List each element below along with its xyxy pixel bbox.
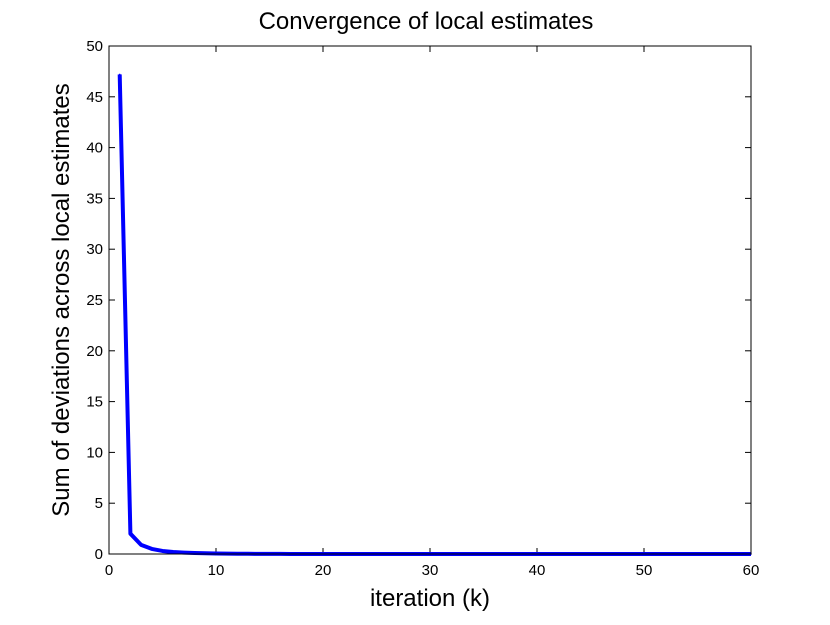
y-tick-label: 5 xyxy=(95,495,103,512)
y-tick-label: 35 xyxy=(86,190,103,207)
y-tick-label: 30 xyxy=(86,241,103,258)
data-point xyxy=(129,532,132,535)
data-point xyxy=(172,551,174,553)
y-tick-label: 0 xyxy=(95,546,103,563)
data-point xyxy=(118,73,121,76)
x-tick-label: 50 xyxy=(636,562,653,579)
y-tick-label: 15 xyxy=(86,394,103,411)
data-point xyxy=(183,551,185,554)
data-point xyxy=(140,544,142,546)
axes-frame xyxy=(108,45,752,555)
chart-title: Convergence of local estimates xyxy=(259,8,594,35)
x-tick-label: 20 xyxy=(315,562,332,579)
data-point xyxy=(161,550,164,552)
y-tick-label: 10 xyxy=(86,444,103,461)
x-tick-label: 30 xyxy=(422,562,439,579)
y-axis-label: Sum of deviations across local estimates xyxy=(48,83,75,517)
axis-ticks: 0 10 20 30 40 50 60 0 5 10 15 20 25 30 35 40 45 50 xyxy=(86,38,759,579)
x-axis-label: iteration (k) xyxy=(370,585,490,612)
y-tick-label: 25 xyxy=(86,292,103,309)
data-point xyxy=(193,552,196,554)
x-tick-label: 60 xyxy=(743,562,760,579)
y-tick-label: 20 xyxy=(86,343,103,360)
data-point xyxy=(151,548,153,550)
x-tick-label: 10 xyxy=(208,562,225,579)
y-tick-label: 50 xyxy=(86,38,103,55)
y-tick-label: 40 xyxy=(86,140,103,157)
x-tick-label: 0 xyxy=(105,562,113,579)
y-tick-label: 45 xyxy=(86,89,103,106)
x-tick-label: 40 xyxy=(529,562,546,579)
